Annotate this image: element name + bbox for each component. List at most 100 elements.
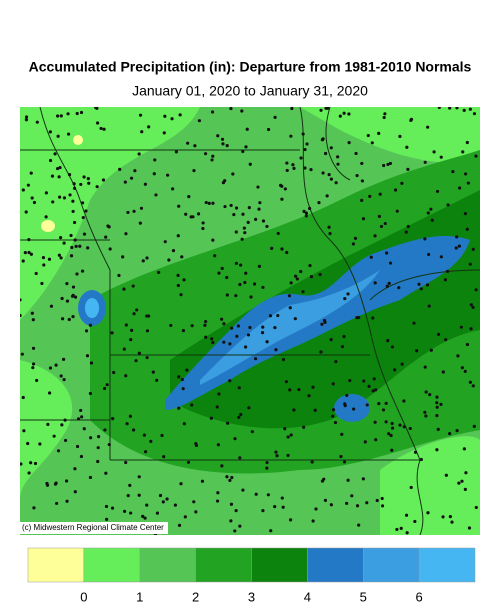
station [66, 132, 71, 136]
station [73, 295, 78, 299]
station [327, 225, 331, 229]
station [129, 338, 133, 342]
station [220, 266, 224, 271]
station [47, 257, 52, 261]
region [165, 235, 470, 410]
station [292, 166, 296, 170]
station [276, 231, 280, 236]
station [280, 197, 284, 201]
station [234, 230, 238, 234]
station [474, 288, 478, 292]
station [21, 259, 25, 263]
region [20, 107, 200, 320]
station [132, 209, 136, 213]
station [266, 493, 270, 497]
station [405, 531, 409, 535]
station [395, 209, 399, 213]
station [35, 120, 39, 124]
station [351, 242, 356, 246]
station [374, 438, 378, 442]
station [73, 490, 77, 494]
station [373, 420, 377, 424]
station [406, 167, 410, 171]
station [311, 519, 315, 523]
station [171, 187, 175, 191]
station [354, 151, 358, 156]
station [288, 388, 292, 392]
station [363, 440, 367, 444]
station [402, 399, 406, 403]
station [281, 358, 286, 362]
station [20, 462, 23, 466]
station [243, 345, 248, 349]
station [408, 426, 412, 431]
station [57, 175, 61, 179]
station [302, 425, 306, 429]
station [163, 240, 167, 244]
station [73, 467, 77, 471]
station [455, 429, 459, 433]
station [289, 134, 293, 138]
station [226, 421, 230, 425]
station [424, 414, 428, 418]
station [474, 505, 478, 510]
station [239, 412, 243, 417]
station [448, 515, 452, 519]
station [309, 168, 313, 172]
station [435, 448, 439, 452]
station [454, 246, 458, 250]
station [254, 492, 258, 496]
station [182, 278, 186, 282]
station [260, 331, 265, 335]
station [216, 443, 220, 447]
station [371, 389, 375, 393]
station [228, 379, 232, 383]
station [165, 497, 169, 501]
station [386, 162, 390, 167]
station [211, 154, 215, 158]
station [128, 483, 132, 488]
station [76, 417, 81, 421]
station [423, 237, 427, 241]
station [122, 287, 126, 291]
station [426, 125, 430, 129]
station [29, 171, 33, 175]
station [20, 313, 22, 318]
station [65, 281, 69, 286]
station [375, 498, 379, 503]
station [225, 475, 229, 479]
station [303, 166, 307, 170]
station [329, 503, 333, 507]
station [174, 150, 178, 154]
station [371, 316, 375, 320]
station [190, 324, 194, 328]
station [104, 471, 108, 475]
station [439, 255, 443, 259]
legend-label: 4 [304, 589, 311, 604]
station [62, 377, 66, 382]
station [34, 271, 38, 276]
station [275, 454, 279, 458]
station [301, 132, 305, 136]
station [234, 508, 238, 513]
station [467, 526, 472, 530]
station [362, 379, 366, 383]
station [196, 212, 201, 216]
station [289, 281, 293, 285]
station [135, 308, 139, 312]
station [471, 247, 475, 251]
legend-swatch [251, 547, 308, 583]
station [444, 338, 448, 342]
station [75, 444, 80, 449]
station [180, 377, 184, 382]
station [229, 502, 234, 506]
station [177, 375, 181, 379]
station [389, 433, 393, 438]
station [472, 424, 476, 428]
station [398, 423, 402, 427]
station [213, 254, 217, 258]
station [82, 175, 86, 179]
station [429, 348, 433, 352]
station [254, 217, 258, 222]
